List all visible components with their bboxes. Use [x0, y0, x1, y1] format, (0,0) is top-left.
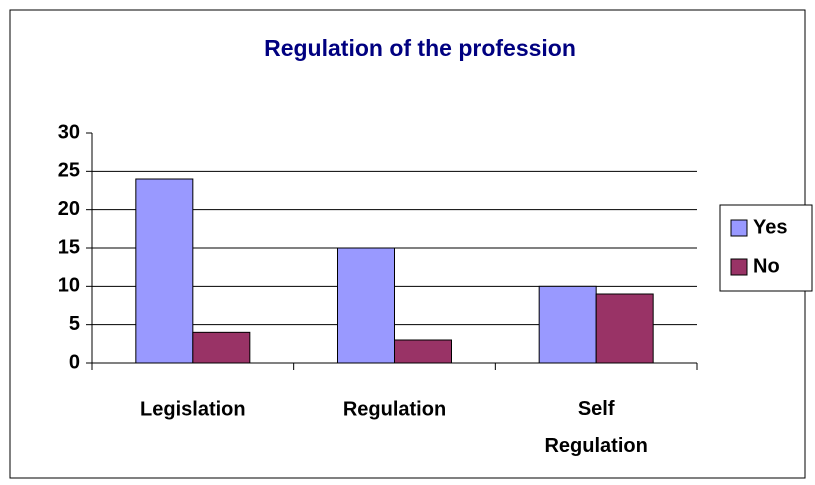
- x-tick-label: Legislation: [140, 398, 246, 420]
- bar: [394, 339, 452, 364]
- legend-swatch: [730, 258, 748, 276]
- bar: [192, 331, 251, 364]
- y-tick-label: 20: [58, 198, 80, 220]
- y-tick-label: 30: [58, 121, 80, 143]
- bar: [538, 285, 597, 364]
- y-tick-label: 25: [58, 160, 80, 182]
- y-tick-label: 15: [58, 236, 80, 258]
- bar: [337, 247, 395, 364]
- legend-label: Yes: [753, 216, 787, 238]
- y-tick-label: 0: [69, 351, 80, 373]
- legend-swatch: [730, 219, 748, 237]
- y-tick-label: 10: [58, 275, 80, 297]
- legend-label: No: [753, 255, 780, 277]
- bar: [595, 293, 654, 364]
- chart-title: Regulation of the profession: [264, 35, 576, 61]
- bar: [135, 178, 194, 364]
- x-tick-label: Self Regulation: [544, 398, 647, 457]
- x-tick-label: Regulation: [343, 398, 446, 420]
- y-tick-label: 5: [69, 313, 80, 335]
- legend-box: [719, 204, 813, 292]
